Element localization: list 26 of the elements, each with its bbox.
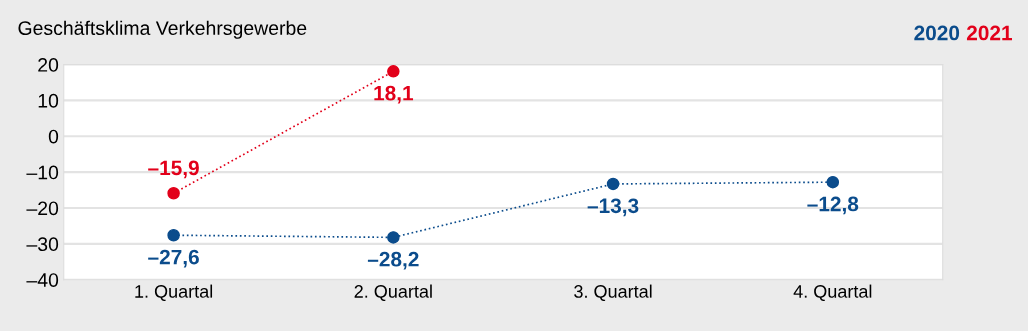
- y-tick-label: 0: [48, 129, 59, 144]
- point: [167, 228, 180, 242]
- x-tick-label: 3. Quartal: [574, 284, 652, 302]
- y-tick-label: –10: [26, 165, 59, 180]
- point: [606, 177, 620, 191]
- data-label: –28,2: [367, 251, 419, 270]
- x-tick-label: 4. Quartal: [793, 284, 872, 302]
- x-tick-label: 1. Quartal: [135, 284, 213, 302]
- data-label: –27,6: [148, 249, 199, 268]
- y-tick-label: 20: [38, 58, 59, 72]
- point: [387, 231, 400, 244]
- point: [387, 65, 400, 78]
- point: [167, 187, 180, 200]
- y-tick-label: 10: [38, 93, 59, 108]
- data-label: –12,8: [807, 196, 859, 215]
- text: 2020: [914, 25, 960, 41]
- chart-title: Geschäftsklima Verkehrsgewerbe: [18, 20, 307, 39]
- data-label: –15,9: [148, 160, 199, 179]
- data-label: –13,3: [587, 198, 639, 217]
- x-tick-label: 2. Quartal: [354, 284, 432, 302]
- text: 2021: [966, 25, 1012, 41]
- y-tick-label: –40: [26, 273, 59, 287]
- y-tick-label: –30: [26, 237, 59, 252]
- point: [826, 175, 840, 189]
- y-tick-label: –20: [26, 201, 59, 216]
- data-label: 18,1: [374, 85, 414, 104]
